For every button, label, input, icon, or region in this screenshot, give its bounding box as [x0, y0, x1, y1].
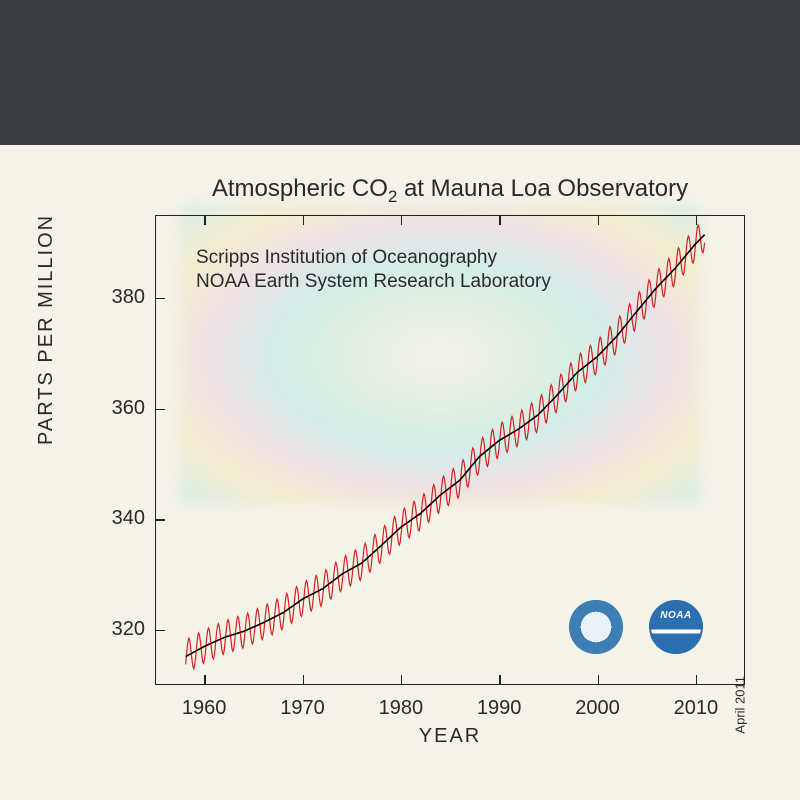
x-tick-label: 1960: [182, 697, 227, 720]
x-tick-label: 1980: [379, 697, 424, 720]
chart-panel: Atmospheric CO2 at Mauna Loa Observatory…: [0, 145, 800, 800]
noaa-logo: NOAA: [649, 600, 703, 654]
chart-frame: Scripps Institution of Oceanography NOAA…: [155, 215, 745, 685]
date-credit: April 2011: [733, 676, 748, 734]
chart-title: Atmospheric CO2 at Mauna Loa Observatory: [155, 175, 745, 207]
y-tick-label: 360: [100, 397, 145, 420]
x-tick-label: 2000: [575, 697, 620, 720]
screenshot-root: Atmospheric CO2 at Mauna Loa Observatory…: [0, 0, 800, 800]
y-tick-label: 340: [100, 507, 145, 530]
y-tick-label: 380: [100, 286, 145, 309]
seasonal-series: [186, 225, 705, 669]
y-tick-label: 320: [100, 618, 145, 641]
x-axis-label: YEAR: [155, 725, 745, 748]
x-tick-label: 1970: [280, 697, 325, 720]
y-axis-label: PARTS PER MILLION: [35, 214, 58, 445]
noaa-logo-text: NOAA: [649, 610, 703, 621]
trend-series: [186, 235, 705, 657]
x-tick-label: 1990: [477, 697, 522, 720]
x-tick-label: 2010: [674, 697, 719, 720]
scripps-logo: [569, 600, 623, 654]
